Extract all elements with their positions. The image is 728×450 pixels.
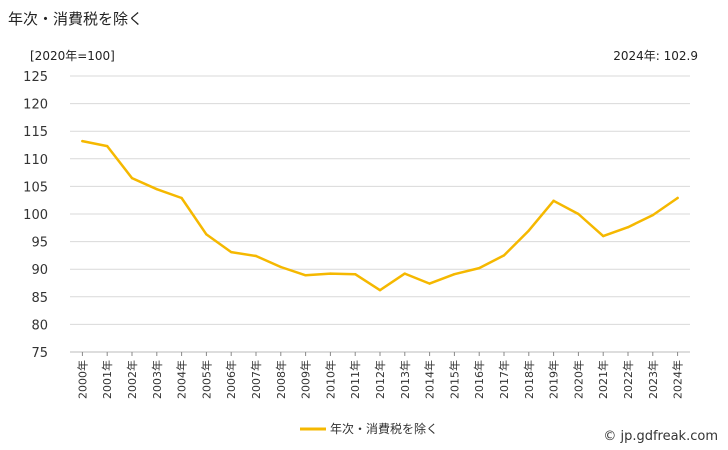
x-tick-label: 2003年 <box>150 360 164 399</box>
x-tick-label: 2022年 <box>621 360 635 399</box>
data-point <box>81 139 84 143</box>
x-tick-label: 2001年 <box>100 360 114 399</box>
data-point <box>453 272 456 276</box>
x-tick-label: 2012年 <box>373 360 387 399</box>
x-axis: 2000年 2001年 2002年 2003年 2004年 2005年 2006年 2007年… <box>70 351 690 399</box>
y-tick-label: 100 <box>23 208 48 223</box>
y-tick-label: 115 <box>23 125 48 140</box>
grid-lines <box>70 75 690 353</box>
data-point <box>651 213 654 217</box>
series-group <box>81 139 679 292</box>
x-tick-label: 2005年 <box>199 360 213 399</box>
x-tick-label: 2011年 <box>348 360 362 399</box>
y-tick-label: 75 <box>31 346 48 361</box>
y-tick-label: 110 <box>23 153 48 168</box>
data-point <box>527 229 530 232</box>
unit-label: [2020年=100] <box>30 49 115 63</box>
y-tick-label: 95 <box>31 236 48 251</box>
latest-value-label: 2024年: 102.9 <box>613 49 698 63</box>
x-tick-label: 2023年 <box>646 360 660 399</box>
data-point <box>626 226 630 229</box>
data-point <box>502 254 506 257</box>
data-point <box>279 265 282 269</box>
data-point <box>304 274 307 277</box>
y-tick-label: 85 <box>31 291 48 306</box>
data-point <box>254 254 258 258</box>
data-point <box>329 272 332 275</box>
x-tick-label: 2007年 <box>249 360 263 399</box>
x-tick-label: 2015年 <box>447 360 461 399</box>
data-point <box>230 250 233 254</box>
x-tick-label: 2018年 <box>522 360 536 399</box>
x-tick-label: 2019年 <box>547 360 561 399</box>
data-point <box>428 282 431 285</box>
x-tick-label: 2002年 <box>125 360 139 399</box>
data-point <box>106 144 109 148</box>
x-tick-label: 2009年 <box>299 360 313 399</box>
x-tick-label: 2008年 <box>274 360 288 399</box>
data-point <box>155 187 158 191</box>
data-point <box>478 266 481 270</box>
x-tick-label: 2006年 <box>224 360 238 399</box>
legend-label: 年次・消費税を除く <box>330 421 438 436</box>
y-tick-label: 105 <box>23 180 48 195</box>
data-point <box>205 233 208 236</box>
x-tick-label: 2014年 <box>423 360 437 399</box>
x-tick-label: 2016年 <box>472 360 486 399</box>
y-tick-label: 80 <box>31 318 48 333</box>
y-tick-label: 120 <box>23 98 48 113</box>
data-point <box>602 234 605 238</box>
legend: 年次・消費税を除く <box>300 421 438 436</box>
x-tick-label: 2020年 <box>571 360 585 399</box>
data-point <box>676 196 679 200</box>
data-point <box>180 196 183 200</box>
y-tick-label: 90 <box>31 263 48 278</box>
data-point <box>552 199 555 202</box>
x-tick-label: 2000年 <box>75 360 89 399</box>
x-tick-label: 2010年 <box>323 360 337 399</box>
data-point <box>378 288 382 292</box>
y-tick-label: 125 <box>23 70 48 85</box>
series-line <box>81 139 679 292</box>
y-axis: 75 80 85 90 95 100 105 110 115 120 125 <box>23 70 48 361</box>
source-credit: © jp.gdfreak.com <box>603 429 718 444</box>
data-point <box>354 272 357 276</box>
chart-title: 年次・消費税を除く <box>8 10 144 28</box>
x-tick-label: 2017年 <box>497 360 511 399</box>
x-tick-label: 2013年 <box>398 360 412 399</box>
x-tick-label: 2024年 <box>671 360 685 399</box>
data-point <box>130 176 134 180</box>
data-point <box>577 212 580 216</box>
data-point <box>403 272 406 275</box>
x-tick-label: 2004年 <box>175 360 189 399</box>
x-tick-label: 2021年 <box>596 360 610 399</box>
